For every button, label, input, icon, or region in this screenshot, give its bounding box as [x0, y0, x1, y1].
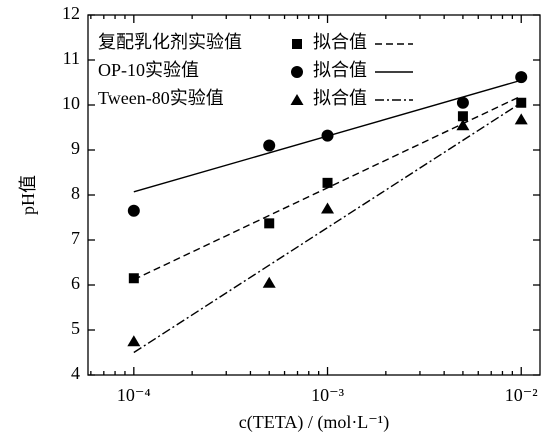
marker-triangle: [456, 119, 470, 131]
x-tick-label: 10⁻⁴: [117, 385, 151, 405]
y-tick-label: 6: [71, 273, 80, 293]
y-tick-label: 10: [62, 93, 80, 113]
legend-marker: [290, 94, 304, 105]
marker-circle: [515, 71, 528, 84]
marker-circle: [456, 96, 469, 109]
y-tick-label: 4: [71, 363, 80, 383]
y-tick-label: 9: [71, 138, 80, 158]
y-axis-label: pH值: [18, 175, 38, 215]
y-tick-label: 12: [62, 3, 80, 23]
legend-label: OP-10实验值: [98, 60, 199, 80]
legend-marker: [292, 39, 302, 49]
legend-marker: [291, 66, 303, 78]
legend-label: 拟合值: [313, 32, 367, 52]
marker-circle: [127, 204, 140, 217]
marker-square: [128, 273, 139, 284]
y-tick-label: 5: [71, 318, 80, 338]
y-tick-label: 8: [71, 183, 80, 203]
legend-label: 拟合值: [313, 88, 367, 108]
y-tick-label: 11: [63, 48, 80, 68]
legend-label: 复配乳化剂实验值: [98, 32, 242, 52]
x-tick-label: 10⁻³: [311, 385, 345, 405]
x-tick-label: 10⁻²: [505, 385, 538, 405]
marker-triangle: [514, 113, 528, 125]
fit-line: [133, 102, 522, 354]
marker-square: [322, 177, 333, 188]
marker-circle: [263, 139, 276, 152]
marker-square: [457, 111, 468, 122]
marker-square: [516, 97, 527, 108]
marker-triangle: [127, 335, 141, 347]
marker-circle: [321, 129, 334, 142]
y-tick-label: 7: [71, 228, 80, 248]
marker-triangle: [262, 276, 276, 288]
marker-square: [264, 218, 275, 229]
legend-label: 拟合值: [313, 60, 367, 80]
marker-triangle: [321, 202, 335, 214]
legend-label: Tween-80实验值: [98, 88, 224, 108]
x-axis-label: c(TETA) / (mol·L⁻¹): [239, 412, 389, 433]
